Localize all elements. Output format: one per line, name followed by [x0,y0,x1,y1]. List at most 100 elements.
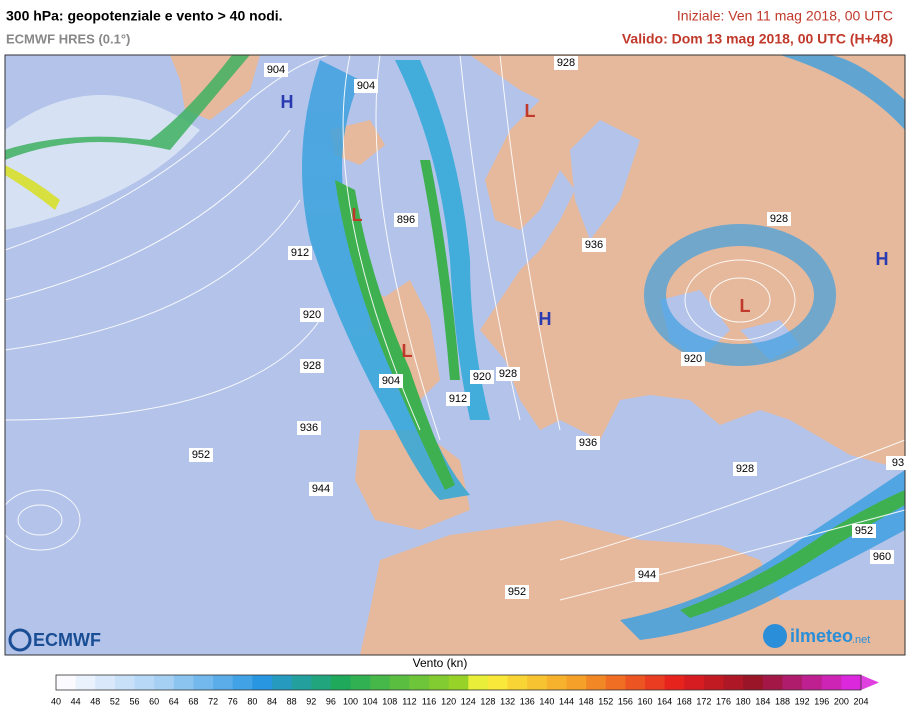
contour-label: 960 [873,551,891,563]
contour-label: 928 [770,213,788,225]
colorbar-swatch [95,675,116,690]
colorbar-tick-label: 152 [598,696,613,706]
colorbar-tick-label: 204 [853,696,868,706]
colorbar-tick-label: 88 [287,696,297,706]
colorbar-tick-label: 64 [169,696,179,706]
contour-label: 904 [267,64,285,76]
colorbar-swatch [723,675,744,690]
contour-label: 952 [508,586,526,598]
colorbar-swatch [527,675,548,690]
colorbar-swatch [56,675,77,690]
colorbar-tick-label: 184 [755,696,770,706]
colorbar-swatch [409,675,430,690]
colorbar-swatch [389,675,410,690]
pressure-center: H [281,92,294,112]
init-time: Iniziale: Ven 11 mag 2018, 00 UTC [677,8,893,24]
colorbar-frame [55,674,862,691]
subtitle: ECMWF HRES (0.1°) [6,31,130,46]
colorbar-swatch [684,675,705,690]
logo-text: ECMWF [33,630,101,650]
colorbar-tick-label: 172 [696,696,711,706]
colorbar-tick-label: 164 [657,696,672,706]
colorbar-tick-label: 72 [208,696,218,706]
colorbar-swatch [743,675,764,690]
label-bg [354,79,378,93]
colorbar-tick-label: 40 [51,696,61,706]
colorbar-swatch [350,675,371,690]
colorbar-tick-label: 180 [736,696,751,706]
title: 300 hPa: geopotenziale e vento > 40 nodi… [6,8,283,24]
contour-label: 952 [855,525,873,537]
logo-ecmwf: ECMWF [8,628,101,652]
colorbar-tick-label: 48 [90,696,100,706]
colorbar-tick-label: 108 [382,696,397,706]
colorbar-swatch [645,675,666,690]
label-bg [496,367,520,381]
colorbar-tick-label: 84 [267,696,277,706]
colorbar-tick-label: 168 [677,696,692,706]
contour-label: 944 [638,569,656,581]
contour-label: 928 [303,360,321,372]
colorbar-tick-label: 52 [110,696,120,706]
colorbar-tick-label: 140 [539,696,554,706]
colorbar-swatch [429,675,450,690]
colorbar-swatch [782,675,803,690]
colorbar-tick-label: 176 [716,696,731,706]
colorbar-title: Vento (kn) [413,656,468,670]
colorbar-swatch [468,675,489,690]
colorbar-tick-label: 144 [559,696,574,706]
label-bg [635,568,659,582]
label-bg [288,246,312,260]
colorbar-tick-label: 80 [247,696,257,706]
colorbar-tick-label: 192 [795,696,810,706]
contour-label: 896 [397,214,415,226]
colorbar-tick-label: 132 [500,696,515,706]
pressure-center: L [740,296,751,316]
colorbar-tick-label: 124 [461,696,476,706]
colorbar-swatch [841,675,862,690]
logo-suffix: .net [852,634,870,646]
colorbar-tick-label: 112 [402,696,416,706]
contour-label: 920 [303,309,321,321]
colorbar-tick-label: 196 [814,696,829,706]
label-bg [189,448,213,462]
colorbar-tick-label: 136 [520,696,535,706]
label-bg [446,392,470,406]
contour-label: 936 [300,422,318,434]
label-bg [394,213,418,227]
contour-label: 920 [684,353,702,365]
colorbar-swatch [821,675,842,690]
contour-label: 928 [499,368,517,380]
colorbar-tick-label: 120 [441,696,456,706]
colorbar-arrow [861,675,879,690]
colorbar-swatch [546,675,567,690]
pressure-center: L [402,341,413,361]
contour-label: 920 [473,371,491,383]
pressure-center: H [539,309,552,329]
colorbar-swatch [213,675,234,690]
colorbar-tick-label: 156 [618,696,633,706]
colorbar-tick-label: 60 [149,696,159,706]
colorbar-swatch [625,675,646,690]
colorbar-swatch [271,675,293,690]
label-bg [300,308,324,322]
label-bg [733,462,757,476]
label-bg [576,436,600,450]
colorbar-swatch [252,675,273,690]
colorbar-tick-label: 116 [422,696,436,706]
label-bg [470,370,494,384]
colorbar-swatch [370,675,391,690]
contour-label: 944 [312,483,330,495]
contour-label: 912 [449,393,467,405]
map [5,55,905,655]
colorbar-swatch [232,675,253,690]
colorbar-swatch [586,675,607,690]
label-bg [379,374,403,388]
pressure-center: L [525,101,536,121]
label-bg [297,421,321,435]
colorbar-swatch [311,675,332,690]
contour-label: 904 [357,80,375,92]
colorbar-tick-label: 148 [579,696,594,706]
contour-label: 928 [736,463,754,475]
contour-labels: 904 904 928 896 912 920 928 904 912 920 928 936 928 9… [189,56,910,599]
